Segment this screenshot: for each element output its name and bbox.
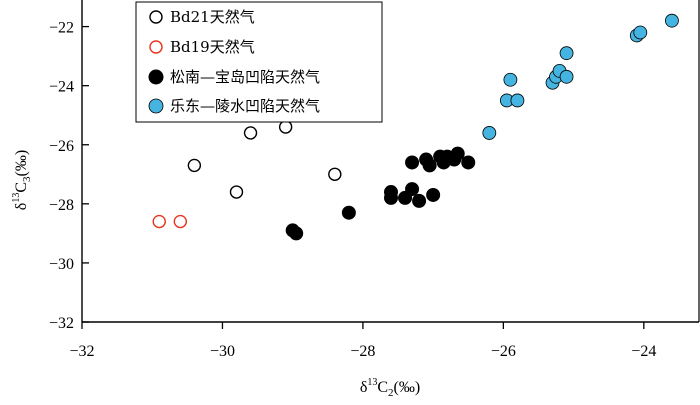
- plot-area: [81, 0, 700, 323]
- legend-marker-bd21: [149, 10, 163, 24]
- legend-box: [135, 1, 383, 123]
- data-point-series-0: [187, 158, 202, 173]
- y-axis-title-element: C: [13, 182, 30, 193]
- data-point-series-2: [461, 155, 476, 170]
- legend-marker-ledong-lingshui: [148, 98, 164, 114]
- legend-label-bd19: Bd19天然气: [170, 38, 255, 56]
- legend-item-ledong-lingshui: 乐东—陵水凹陷天然气: [148, 97, 320, 115]
- y-tick-label: −22: [49, 20, 74, 37]
- data-point-series-3: [510, 93, 525, 108]
- data-point-series-2: [426, 187, 441, 202]
- x-tick-label: −26: [491, 343, 516, 360]
- x-axis-title-element: C: [377, 379, 388, 396]
- data-point-series-0: [229, 185, 244, 199]
- legend-item-bd19: Bd19天然气: [149, 38, 255, 56]
- data-point-series-0: [243, 126, 258, 140]
- data-point-series-2: [450, 146, 465, 161]
- data-point-series-3: [503, 72, 518, 87]
- y-axis-title-sup: 13: [11, 193, 22, 203]
- x-tick-label: −28: [350, 343, 375, 360]
- x-tick-label: −30: [210, 343, 235, 360]
- data-point-series-1: [173, 214, 188, 229]
- y-axis-title: δ13C3(‰): [11, 150, 33, 210]
- data-points: [152, 13, 679, 241]
- x-axis-title-unit: (‰): [394, 379, 421, 396]
- data-point-series-3: [633, 25, 648, 40]
- legend-label-bd21: Bd21天然气: [170, 8, 255, 26]
- y-tick-label: −28: [49, 197, 74, 214]
- x-tick-label: −24: [631, 343, 656, 360]
- data-point-series-1: [152, 214, 166, 229]
- y-tick-label: −24: [49, 79, 74, 96]
- y-axis-title-delta: δ: [13, 203, 30, 211]
- legend-item-bd21: Bd21天然气: [149, 8, 255, 26]
- x-axis-title-delta: δ: [360, 379, 368, 396]
- data-point-series-2: [384, 190, 398, 205]
- legend-marker-bd19: [149, 40, 163, 54]
- y-axis: −32 −30 −28 −26 −24 −22: [49, 20, 89, 332]
- data-point-series-3: [482, 126, 497, 140]
- data-point-series-3: [559, 46, 574, 61]
- data-point-series-3: [665, 13, 679, 28]
- legend: Bd21天然气 Bd19天然气 松南—宝岛凹陷天然气 乐东—陵水凹陷天然气: [135, 1, 383, 123]
- legend-label-ledong-lingshui: 乐东—陵水凹陷天然气: [170, 97, 320, 115]
- data-point-series-2: [405, 155, 420, 170]
- x-axis: −32 −30 −28 −26 −24: [69, 322, 656, 360]
- data-point-series-3: [559, 69, 574, 84]
- data-point-series-2: [412, 193, 427, 208]
- x-axis-title: δ13C2(‰): [360, 377, 420, 399]
- data-point-series-0: [278, 120, 293, 134]
- y-axis-title-sub: 3: [21, 176, 33, 182]
- legend-marker-songnan-baodao: [148, 69, 164, 85]
- legend-label-songnan-baodao: 松南—宝岛凹陷天然气: [170, 68, 320, 86]
- x-axis-title-sup: 13: [367, 377, 377, 388]
- y-axis-title-unit: (‰): [13, 150, 30, 177]
- data-point-series-0: [328, 167, 342, 181]
- data-point-series-2: [405, 182, 420, 197]
- y-tick-label: −30: [49, 256, 74, 273]
- x-axis-title-sub: 2: [388, 387, 394, 399]
- data-point-series-2: [289, 226, 304, 241]
- legend-item-songnan-baodao: 松南—宝岛凹陷天然气: [148, 68, 320, 86]
- y-tick-label: −26: [49, 138, 74, 155]
- x-tick-label: −32: [69, 343, 94, 360]
- y-tick-label: −32: [49, 315, 74, 332]
- data-point-series-2: [422, 158, 437, 173]
- data-point-series-2: [341, 205, 356, 220]
